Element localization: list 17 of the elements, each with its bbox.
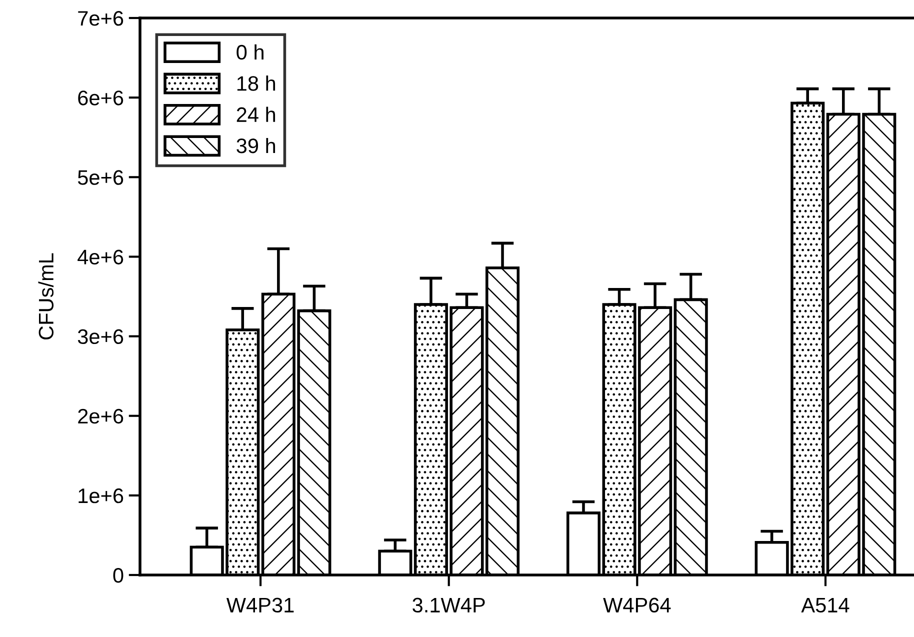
legend-label: 39 h <box>236 138 276 154</box>
y-axis-title: CFUs/mL <box>38 253 54 340</box>
legend-label: 18 h <box>237 76 276 91</box>
y-tick-label: 1e+6 <box>78 488 124 504</box>
x-tick-label: W4P64 <box>603 598 671 613</box>
y-tick-label: 0 <box>113 568 124 583</box>
legend-label: 0 h <box>236 44 264 60</box>
y-tick-label: 6e+6 <box>78 90 124 106</box>
x-tick-label: 3.1W4P <box>412 598 485 613</box>
x-tick-label: A514 <box>801 598 850 613</box>
x-tick-label: W4P31 <box>226 598 294 613</box>
y-tick-label: 5e+6 <box>78 170 124 185</box>
y-tick-label: 3e+6 <box>78 329 124 344</box>
y-tick-label: 2e+6 <box>78 408 124 424</box>
y-tick-label: 7e+6 <box>78 11 124 26</box>
y-tick-label: 4e+6 <box>78 250 124 264</box>
legend-label: 24 h <box>236 106 276 122</box>
